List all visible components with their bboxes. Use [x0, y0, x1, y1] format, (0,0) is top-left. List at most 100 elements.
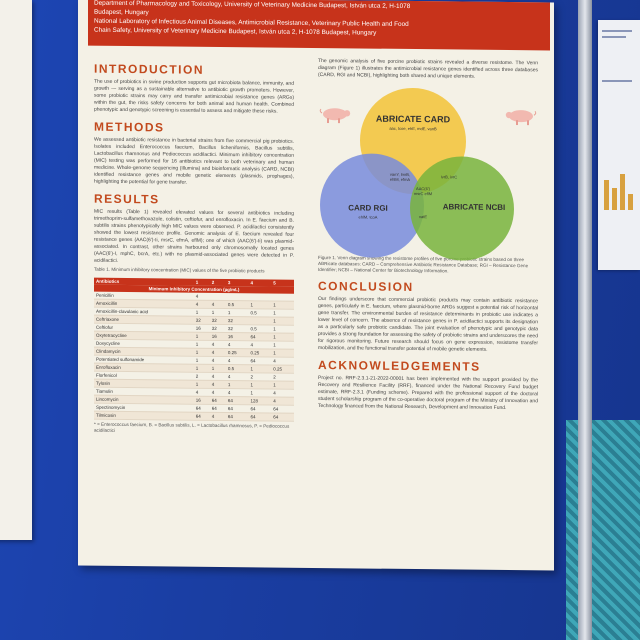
conclusion-heading: CONCLUSION [318, 279, 414, 295]
mic-value-cell: 64 [248, 404, 272, 413]
mic-value-cell: 2 [271, 372, 294, 381]
table-row: Tilmicosin 64 4 64 64 64 [94, 410, 294, 421]
mic-value-cell: 64 [225, 404, 249, 413]
introduction-heading: INTRODUCTION [94, 61, 204, 77]
mic-value-cell: 64 [193, 403, 210, 412]
chart-bar [628, 194, 633, 210]
mic-value-cell: 128 [248, 396, 272, 405]
mic-value-cell: 64 [209, 395, 226, 405]
mic-value-cell: 1 [225, 308, 249, 317]
venn-genes-right-overlap: ivrB, ivrC [440, 174, 458, 180]
mic-value-cell: 64 [209, 403, 226, 413]
mic-value-cell: 1 [209, 307, 226, 317]
mic-value-cell: 1 [193, 331, 210, 340]
mic-value-cell: 0.5 [248, 324, 272, 333]
mic-value-cell: 4 [209, 355, 226, 365]
mic-value-cell: 64 [248, 412, 272, 421]
mic-value-cell: 1 [271, 324, 294, 333]
mic-value-cell: 4 [225, 388, 249, 397]
mic-value-cell: 32 [225, 316, 249, 325]
mic-value-cell: 1 [271, 308, 294, 317]
mic-value-cell: 32 [209, 323, 226, 333]
mic-value-cell: 64 [271, 412, 294, 421]
venn-genes-bottom-overlap: vatE [418, 214, 427, 220]
mic-value-cell: 4 [248, 340, 272, 349]
adjacent-poster-right [598, 20, 640, 270]
research-poster: Department of Pharmacology and Toxicolog… [78, 0, 554, 571]
left-column: INTRODUCTION The use of probiotics in sw… [94, 56, 294, 440]
mic-value-cell: 1 [193, 355, 210, 364]
mic-value-cell: 0.25 [271, 364, 294, 373]
chart-bar [620, 174, 625, 210]
mic-value-cell: 4 [209, 411, 226, 421]
mic-value-cell: 4 [225, 356, 249, 365]
mic-value-cell: 1 [209, 363, 226, 373]
poster-mini-chart [604, 170, 634, 210]
mic-value-cell: 1 [271, 340, 294, 349]
mic-value-cell: 4 [225, 340, 249, 349]
mic-value-cell: 4 [209, 379, 226, 389]
mic-value-cell: 1 [193, 307, 210, 316]
venn-genes-left-overlap: vanY, lmrB, ehlM, efmA [389, 171, 411, 182]
mic-value-cell: 32 [193, 315, 210, 324]
acknowledgements-heading: ACKNOWLEDGEMENTS [318, 358, 481, 374]
mic-value-cell: 4 [209, 339, 226, 349]
mic-value-cell: 16 [193, 395, 210, 404]
right-column: The genomic analysis of five porcine pro… [318, 58, 538, 412]
mic-value-cell: 4 [271, 396, 294, 405]
conclusion-text: Our findings underscore that commercial … [318, 296, 538, 353]
methods-text: We assessed antibiotic resistance in bac… [94, 136, 294, 186]
mic-table: Antibiotics 1 2 3 4 5 Minimum Inhibitory… [94, 277, 294, 421]
mic-value-cell: 0.25 [248, 348, 272, 357]
mic-value-cell: 1 [271, 316, 294, 325]
mic-value-cell: 64 [248, 332, 272, 341]
venn-label-ncbi: ABRICATE NCBI [442, 202, 506, 212]
mic-value-cell: 2 [248, 372, 272, 381]
mic-value-cell: 1 [248, 388, 272, 397]
mic-value-cell: 1 [248, 300, 272, 309]
venn-genes-center: AAC(6') msrC eflM [413, 186, 433, 197]
mic-value-cell: 16 [193, 323, 210, 332]
venn-diagram: ABRICATE CARD aac, tcoe, ehE, mdE, vanB … [318, 83, 538, 262]
mic-value-cell: 4 [209, 347, 226, 357]
mic-value-cell: 0.25 [225, 348, 249, 357]
mic-value-cell: 4 [193, 299, 210, 308]
mic-value-cell: 1 [248, 380, 272, 389]
venn-label-rgi: CARD RGI [348, 203, 388, 213]
mic-value-cell: 1 [193, 379, 210, 388]
table-body: Penicillin 4 Amoxicillin 4 4 0.5 1 1 Amoxicillin… [94, 291, 294, 421]
mic-value-cell: 32 [225, 324, 249, 333]
mic-value-cell: 0.5 [248, 308, 272, 317]
venn-genes-rgi: ehlM, tcoA [358, 214, 378, 220]
mic-value-cell: 64 [225, 412, 249, 421]
poster-text-line [602, 80, 632, 82]
mic-value-cell: 1 [271, 348, 294, 357]
mic-value-cell: 32 [209, 315, 226, 325]
pig-icon [319, 108, 351, 124]
mic-value-cell: 1 [271, 380, 294, 389]
chart-bar [604, 180, 609, 210]
table-footnote: * = Enterococcus faecium, B. = Bacillus … [94, 421, 290, 433]
affiliation-header: Department of Pharmacology and Toxicolog… [88, 0, 550, 51]
mic-value-cell: 4 [193, 387, 210, 396]
mic-value-cell: 4 [209, 299, 226, 309]
mic-value-cell: 4 [209, 371, 226, 381]
table-caption: Table 1. Minimum inhibitory concentratio… [94, 266, 265, 274]
mic-value-cell: 4 [225, 372, 249, 381]
mic-value-cell: 0.5 [225, 364, 249, 373]
mic-value-cell [209, 292, 226, 301]
pig-icon [505, 110, 537, 126]
mic-value-cell: 64 [225, 396, 249, 405]
mic-value-cell: 16 [225, 332, 249, 341]
methods-heading: METHODS [94, 119, 165, 135]
chart-bar [612, 188, 617, 210]
venn-genes-card: aac, tcoe, ehE, mdE, vanB [389, 125, 437, 132]
acknowledgements-text: Project no. RRF-2.3.1-21-2022-00001 has … [318, 375, 538, 411]
mic-value-cell: 1 [193, 363, 210, 372]
mic-value-cell [248, 316, 272, 325]
mic-value-cell: 16 [209, 331, 226, 341]
mic-value-cell: 4 [271, 356, 294, 365]
mic-value-cell: 64 [193, 411, 210, 420]
figure-caption: Figure 1. Venn diagram showing the resis… [318, 255, 529, 274]
mic-value-cell: 1 [248, 364, 272, 373]
